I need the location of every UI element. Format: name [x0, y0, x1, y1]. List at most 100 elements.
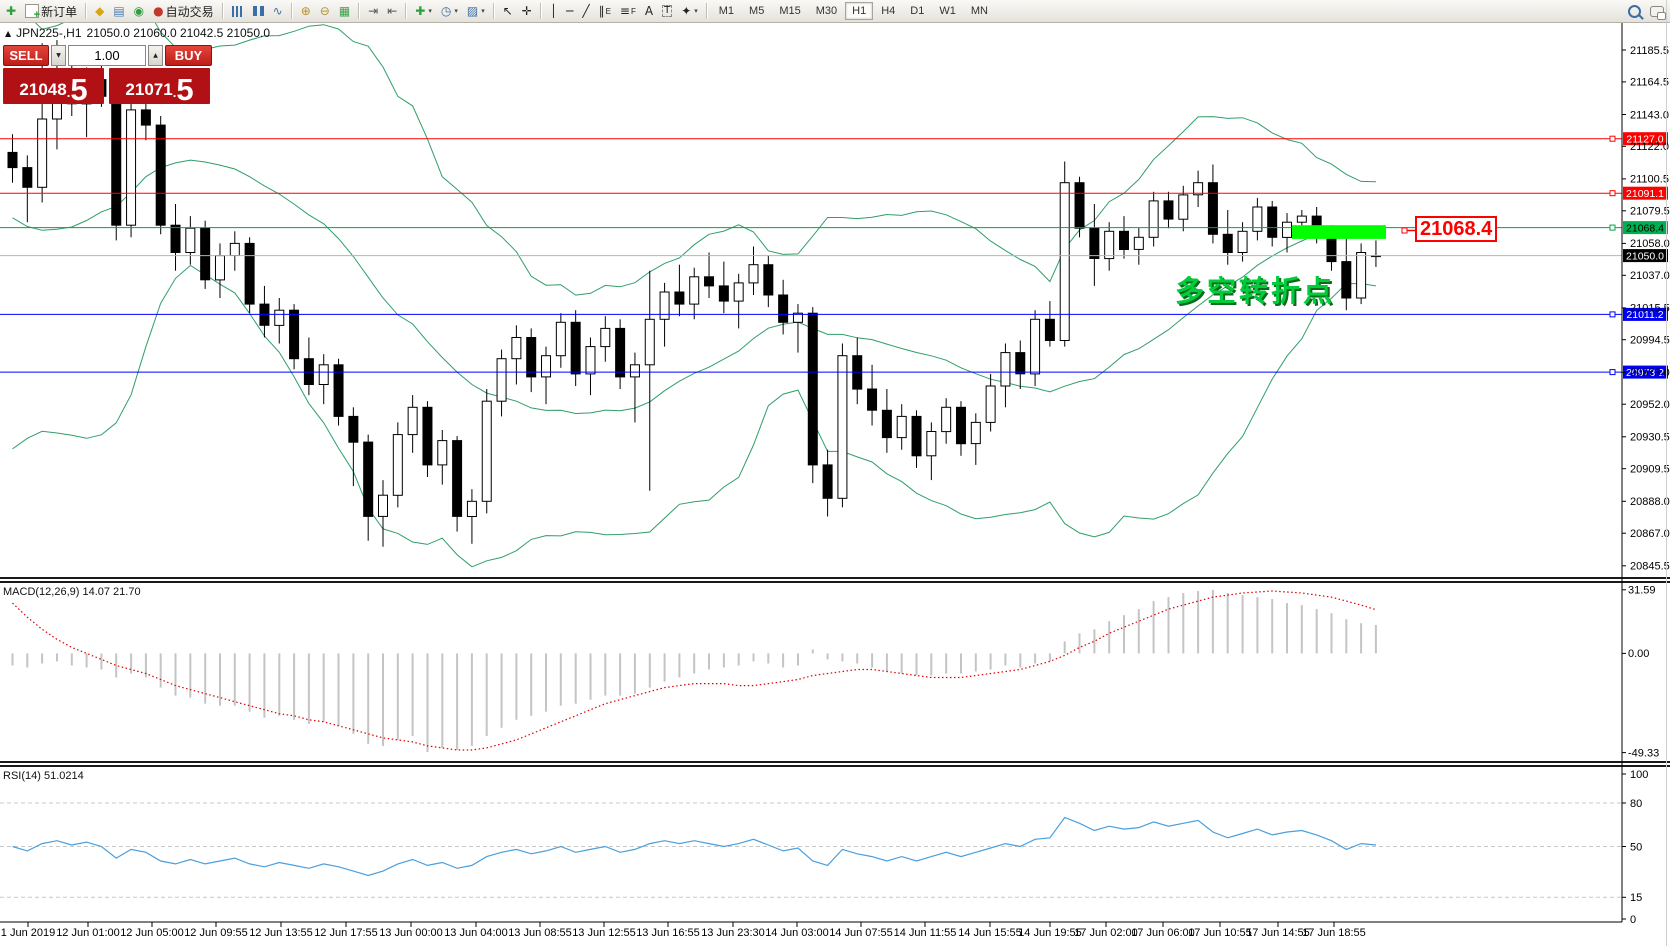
- signals-icon[interactable]: ◉: [130, 2, 148, 20]
- panel-splitter[interactable]: [0, 577, 1670, 579]
- new-order-icon: [25, 4, 40, 21]
- svg-text:31.59: 31.59: [1628, 585, 1656, 597]
- timeframe-m5-button[interactable]: M5: [742, 2, 771, 20]
- svg-text:21164.5: 21164.5: [1630, 77, 1669, 89]
- chart-annotation-text[interactable]: 多空转折点: [1175, 274, 1336, 308]
- auto-scroll-button[interactable]: ⇥: [364, 2, 382, 20]
- chat-icon[interactable]: [1646, 2, 1668, 20]
- svg-text:-49.33: -49.33: [1628, 747, 1659, 759]
- toolbar-separator: [705, 3, 708, 19]
- text-button[interactable]: A: [641, 2, 657, 20]
- trendline-button[interactable]: ╱: [578, 2, 593, 20]
- symbol-period-label: JPN225-,H1: [16, 26, 82, 40]
- cursor-button[interactable]: ↖: [499, 2, 517, 20]
- volume-up-button[interactable]: ▲: [148, 45, 163, 66]
- search-icon[interactable]: [1624, 2, 1645, 20]
- channel-button[interactable]: ∥ E: [595, 2, 615, 20]
- sell-price-main: 21048: [19, 80, 67, 99]
- svg-text:21122.0: 21122.0: [1630, 141, 1669, 153]
- time-axis-label: 13 Jun 23:30: [701, 927, 765, 939]
- sell-price-display[interactable]: 21048. 5: [3, 68, 104, 104]
- svg-text:20845.5: 20845.5: [1630, 561, 1670, 573]
- chart-shift-button[interactable]: ⇤: [383, 2, 401, 20]
- svg-text:80: 80: [1630, 798, 1642, 810]
- indicators-button[interactable]: ✚ ▾: [411, 2, 436, 20]
- window-edge: [1666, 0, 1667, 946]
- svg-text:21079.5: 21079.5: [1630, 206, 1670, 218]
- rsi-panel: 100 80 50 15 0: [0, 769, 1648, 926]
- toolbar-separator: [405, 3, 408, 19]
- tile-windows-button[interactable]: ▦: [335, 2, 354, 20]
- panel-splitter[interactable]: [0, 765, 1670, 767]
- buy-button[interactable]: BUY: [165, 45, 212, 66]
- time-axis-label: 13 Jun 08:55: [508, 927, 572, 939]
- toolbar-separator: [221, 3, 224, 19]
- timeframe-m30-button[interactable]: M30: [809, 2, 844, 20]
- price-callout[interactable]: 21068.4: [1415, 216, 1498, 242]
- vertical-line-button[interactable]: │: [546, 2, 561, 20]
- svg-text:21068.4: 21068.4: [1626, 222, 1664, 234]
- community-icon[interactable]: ▤: [109, 2, 128, 20]
- timeframe-w1-button[interactable]: W1: [932, 2, 963, 20]
- market-watch-icon-glyph: ◆: [95, 4, 105, 18]
- volume-input[interactable]: [68, 45, 146, 66]
- buy-price-main: 21071: [125, 80, 173, 99]
- hline-21091.1[interactable]: 21091.1: [0, 186, 1668, 200]
- timeframe-h1-button[interactable]: H1: [845, 2, 874, 20]
- horizontal-line-button[interactable]: ─: [562, 2, 577, 20]
- panel-splitter[interactable]: [0, 761, 1670, 763]
- bar-chart-button[interactable]: [228, 2, 248, 20]
- timeframe-h4-button[interactable]: H4: [874, 2, 902, 20]
- text-glyph: A: [644, 4, 654, 18]
- line-chart-button[interactable]: ∿: [269, 2, 287, 20]
- timeframe-m1-button[interactable]: M1: [712, 2, 741, 20]
- time-axis-label: 12 Jun 13:55: [249, 927, 313, 939]
- vertical-line-glyph: │: [549, 4, 558, 18]
- time-axis-label: 17 Jun 10:55: [1188, 927, 1252, 939]
- arrows-button[interactable]: ✦ ▾: [677, 2, 702, 20]
- panel-splitter[interactable]: [0, 581, 1670, 583]
- timeframe-d1-button[interactable]: D1: [903, 2, 931, 20]
- buy-price-display[interactable]: 21071. 5: [109, 68, 210, 104]
- hline-21127.0[interactable]: 21127.0: [0, 132, 1668, 146]
- svg-text:20930.5: 20930.5: [1630, 432, 1670, 444]
- hline-20973.2[interactable]: 20973.2: [0, 365, 1668, 379]
- new-order-button[interactable]: 新订单: [21, 2, 81, 21]
- autotrading-button-label: 自动交易: [165, 4, 214, 19]
- timeframe-mn-button[interactable]: MN: [964, 2, 995, 20]
- new-chart-icon[interactable]: ✚: [2, 2, 20, 20]
- svg-text:20973.0: 20973.0: [1630, 367, 1670, 379]
- toolbar-separator: [492, 3, 495, 19]
- crosshair-button[interactable]: ✛: [518, 2, 536, 20]
- time-axis-label: 14 Jun 03:00: [765, 927, 829, 939]
- ohlc-values-label: 21050.0 21060.0 21042.5 21050.0: [86, 26, 271, 40]
- sell-button[interactable]: SELL: [3, 45, 49, 66]
- market-watch-icon[interactable]: ◆: [91, 2, 108, 20]
- periods-glyph: ◷: [440, 4, 452, 18]
- zoom-in-button[interactable]: ⊕: [297, 2, 315, 20]
- label-button[interactable]: T: [658, 2, 676, 20]
- time-axis-label: 17 Jun 14:55: [1246, 927, 1310, 939]
- candlestick-chart-button[interactable]: [249, 2, 268, 20]
- volume-down-button[interactable]: ▼: [51, 45, 66, 66]
- arrows-glyph: ✦: [681, 4, 692, 18]
- buy-price-dot: .: [172, 85, 177, 100]
- time-axis-label: 13 Jun 00:00: [379, 927, 443, 939]
- highlight-rect[interactable]: [1292, 225, 1415, 239]
- timeframe-m15-button[interactable]: M15: [772, 2, 807, 20]
- indicators-glyph: ✚: [415, 4, 426, 18]
- templates-button[interactable]: ▨ ▾: [463, 2, 489, 20]
- hline-21011.2[interactable]: 21011.2: [0, 307, 1668, 321]
- hline-21050.0[interactable]: 21050.0: [0, 249, 1668, 262]
- periods-button[interactable]: ◷ ▾: [437, 2, 462, 20]
- zoom-out-button[interactable]: ⊖: [316, 2, 334, 20]
- svg-text:0: 0: [1630, 914, 1636, 926]
- new-order-button-label: 新订单: [41, 4, 78, 19]
- candlesticks[interactable]: [7, 40, 1381, 547]
- autotrading-button[interactable]: ● 自动交易: [149, 2, 218, 20]
- time-axis-label: 14 Jun 07:55: [829, 927, 893, 939]
- fibonacci-button[interactable]: ≡ F: [616, 2, 640, 20]
- time-axis[interactable]: 1 Jun 2019 12 Jun 01:00 12 Jun 05:00 12 Jun…: [1, 922, 1366, 939]
- time-axis-label: 12 Jun 09:55: [184, 927, 248, 939]
